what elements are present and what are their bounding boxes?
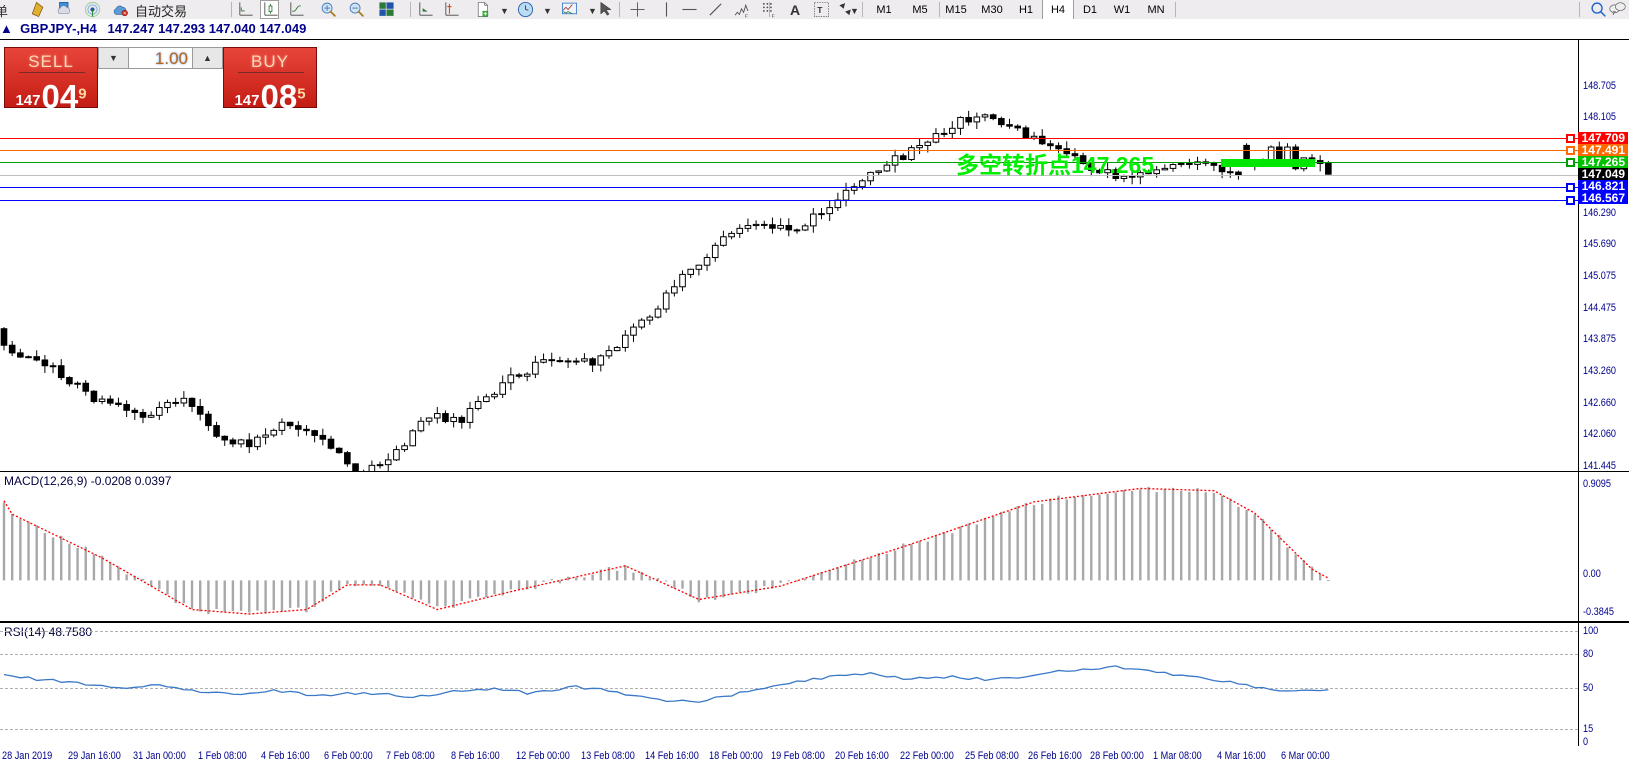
svg-text:F: F	[745, 13, 748, 18]
svg-text:F: F	[772, 13, 775, 18]
svg-text:T: T	[817, 5, 823, 15]
